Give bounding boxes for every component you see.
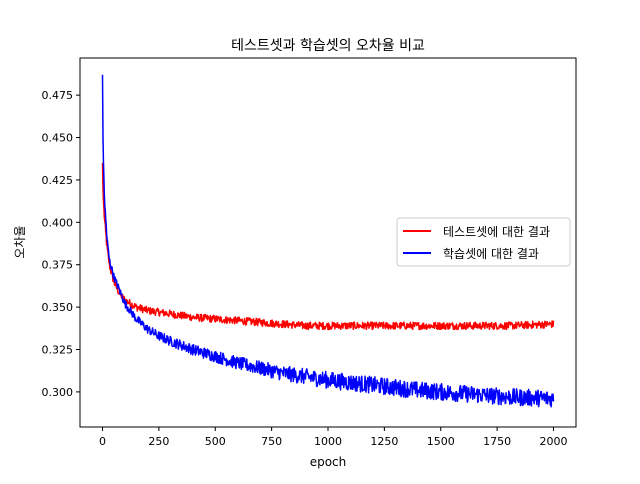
y-axis: 0.300 0.325 0.350 0.375 0.400 0.425 0.450 0.475 <box>42 89 80 399</box>
x-tick-label: 500 <box>205 435 226 448</box>
legend: 테스트셋에 대한 결과 학습셋에 대한 결과 <box>396 217 571 267</box>
plot-area <box>101 74 555 408</box>
x-tick-label: 2000 <box>539 435 567 448</box>
y-tick-label: 0.450 <box>42 132 74 145</box>
x-tick-label: 750 <box>261 435 282 448</box>
y-tick-label: 0.400 <box>42 216 74 229</box>
series-line-test <box>101 162 555 331</box>
legend-label-test: 테스트셋에 대한 결과 <box>443 225 550 239</box>
x-axis: 0 250 500 750 1000 1250 1500 1750 2000 <box>99 427 567 448</box>
y-tick-label: 0.350 <box>42 301 74 314</box>
legend-box <box>396 217 571 267</box>
series-line-train <box>101 74 555 408</box>
y-tick-label: 0.425 <box>42 174 74 187</box>
x-tick-label: 250 <box>148 435 169 448</box>
y-tick-label: 0.475 <box>42 89 74 102</box>
y-tick-label: 0.375 <box>42 259 74 272</box>
y-axis-label: 오차율 <box>13 225 27 258</box>
y-tick-label: 0.300 <box>42 386 74 399</box>
x-tick-label: 1250 <box>370 435 398 448</box>
legend-label-train: 학습셋에 대한 결과 <box>443 247 539 261</box>
chart-title: 테스트셋과 학습셋의 오차율 비교 <box>231 38 425 54</box>
x-tick-label: 1000 <box>314 435 342 448</box>
x-axis-label: epoch <box>310 455 347 469</box>
y-tick-label: 0.325 <box>42 344 74 357</box>
x-tick-label: 1750 <box>483 435 511 448</box>
x-tick-label: 0 <box>99 435 106 448</box>
x-tick-label: 1500 <box>427 435 455 448</box>
